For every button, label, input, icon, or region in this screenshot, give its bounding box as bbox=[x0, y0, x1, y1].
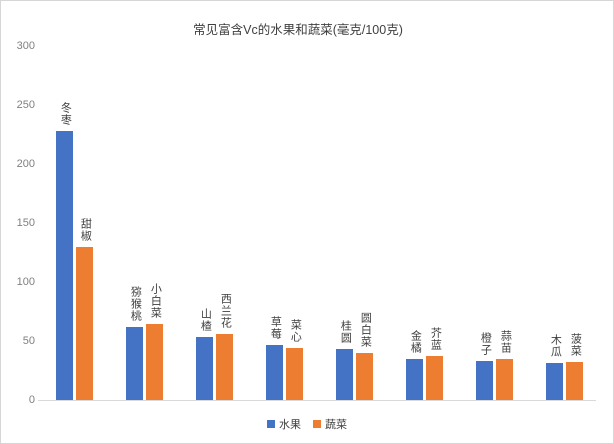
bar-label-冬枣: 冬枣 bbox=[59, 101, 72, 126]
bar-水果-草莓 bbox=[266, 344, 283, 400]
y-axis-tick-label: 0 bbox=[28, 394, 35, 406]
bar-蔬菜-蒜苗 bbox=[496, 358, 513, 400]
bar-label-金橘: 金橘 bbox=[409, 329, 422, 354]
x-axis-line bbox=[38, 400, 596, 401]
y-axis-tick-label: 150 bbox=[16, 217, 35, 229]
bar-label-芥蓝: 芥蓝 bbox=[429, 327, 442, 352]
legend-label-vegetable: 蔬菜 bbox=[325, 419, 347, 431]
bar-蔬菜-圆白菜 bbox=[356, 352, 373, 400]
bar-label-菜心: 菜心 bbox=[289, 319, 302, 344]
bar-蔬菜-小白菜 bbox=[146, 324, 163, 400]
bar-label-草莓: 草莓 bbox=[269, 315, 282, 340]
bar-水果-桂圆 bbox=[336, 349, 353, 400]
chart-title: 常见富含Vc的水果和蔬菜(毫克/100克) bbox=[193, 23, 403, 37]
bar-label-蒜苗: 蒜苗 bbox=[499, 329, 512, 354]
legend-item-vegetable: 蔬菜 bbox=[313, 416, 347, 432]
bar-label-木瓜: 木瓜 bbox=[549, 334, 562, 359]
y-axis-tick-label: 300 bbox=[16, 40, 35, 52]
y-axis-tick-label: 50 bbox=[22, 335, 35, 347]
fruit-swatch-icon bbox=[267, 420, 275, 428]
bar-蔬菜-甜椒 bbox=[76, 246, 93, 400]
bar-label-小白菜: 小白菜 bbox=[149, 283, 162, 320]
bar-蔬菜-菠菜 bbox=[566, 362, 583, 400]
bar-水果-猕猴桃 bbox=[126, 326, 143, 400]
vegetable-swatch-icon bbox=[313, 420, 321, 428]
y-axis-tick-label: 250 bbox=[16, 99, 35, 111]
bar-蔬菜-菜心 bbox=[286, 348, 303, 400]
bar-label-圆白菜: 圆白菜 bbox=[359, 311, 372, 348]
legend-item-fruit: 水果 bbox=[267, 416, 301, 432]
bar-label-西兰花: 西兰花 bbox=[219, 292, 232, 329]
bar-蔬菜-芥蓝 bbox=[426, 356, 443, 400]
bar-label-猕猴桃: 猕猴桃 bbox=[129, 285, 142, 322]
bar-label-菠菜: 菠菜 bbox=[569, 333, 582, 358]
legend: 水果 蔬菜 bbox=[1, 416, 613, 432]
bar-label-橙子: 橙子 bbox=[479, 332, 492, 357]
bar-水果-冬枣 bbox=[56, 130, 73, 400]
bar-水果-金橘 bbox=[406, 358, 423, 400]
bar-水果-山楂 bbox=[196, 337, 213, 400]
bar-label-山楂: 山楂 bbox=[199, 308, 212, 333]
bar-label-甜椒: 甜椒 bbox=[79, 217, 92, 242]
legend-label-fruit: 水果 bbox=[279, 419, 301, 431]
bar-水果-木瓜 bbox=[546, 363, 563, 400]
bar-label-桂圆: 桂圆 bbox=[339, 320, 352, 345]
y-axis-tick-label: 100 bbox=[16, 276, 35, 288]
bar-蔬菜-西兰花 bbox=[216, 333, 233, 400]
y-axis-tick-label: 200 bbox=[16, 158, 35, 170]
bar-水果-橙子 bbox=[476, 361, 493, 400]
